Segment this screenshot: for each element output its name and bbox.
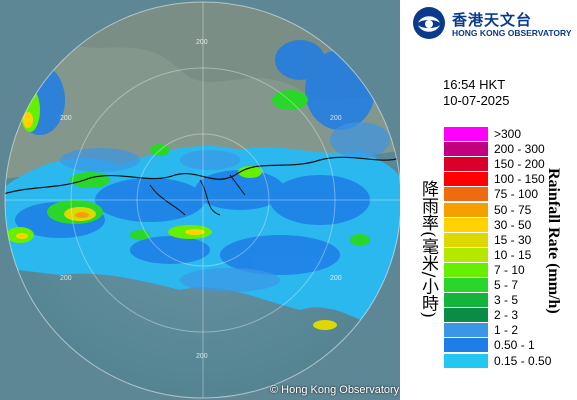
range-label: 200 — [330, 115, 342, 122]
legend-swatch — [444, 353, 488, 368]
legend-label: 30 - 50 — [494, 217, 532, 232]
legend-swatch — [444, 293, 488, 308]
legend-swatch — [444, 247, 488, 262]
legend-swatch — [444, 278, 488, 292]
rain-cells-heavy — [6, 88, 370, 330]
legend-swatch — [444, 308, 488, 323]
radar-map[interactable]: 200 200 200 200 200 200 — [0, 0, 400, 400]
hko-logo[interactable]: 香港天文台 HONG KONG OBSERVATORY — [412, 6, 572, 40]
coastline — [5, 156, 400, 196]
range-label: 200 — [196, 353, 208, 360]
legend-swatch — [444, 217, 488, 232]
legend-label: 150 - 200 — [494, 157, 545, 172]
radar-coverage: 200 200 200 200 200 200 — [5, 2, 400, 398]
legend-label: 10 - 15 — [494, 247, 532, 262]
legend-label: 75 - 100 — [494, 187, 539, 202]
legend-swatch — [444, 127, 488, 141]
legend-label: 0.15 - 0.50 — [494, 353, 552, 368]
org-name-en: HONG KONG OBSERVATORY — [452, 28, 572, 38]
legend-swatch — [444, 338, 488, 353]
org-name-cn: 香港天文台 — [452, 11, 533, 29]
legend-swatch — [444, 202, 488, 217]
legend-title-cn: 降雨率(毫米/小時) — [418, 180, 438, 318]
legend-label: 3 - 5 — [494, 293, 519, 308]
legend-label: 1 - 2 — [494, 323, 519, 338]
legend-swatch — [444, 232, 488, 247]
range-label: 200 — [330, 275, 342, 282]
range-label: 200 — [60, 115, 72, 122]
legend-label: 100 - 150 — [494, 172, 545, 187]
legend-label: 15 - 30 — [494, 232, 532, 247]
legend-label: 50 - 75 — [494, 202, 532, 217]
legend-label: 200 - 300 — [494, 142, 545, 157]
observation-time: 16:54 HKT — [443, 77, 506, 92]
legend-label: 5 - 7 — [494, 278, 519, 292]
range-label: 200 — [196, 39, 208, 46]
legend-swatch — [444, 142, 488, 157]
observation-date: 10-07-2025 — [443, 93, 510, 108]
copyright-text: © Hong Kong Observatory — [270, 384, 400, 396]
legend-swatch — [444, 323, 488, 338]
legend-label: >300 — [494, 127, 522, 141]
legend-label: 7 - 10 — [494, 262, 525, 277]
legend-swatch — [444, 157, 488, 172]
legend-title-en: Rainfall Rate (mm/h) — [545, 168, 562, 314]
hko-logo-icon — [413, 7, 445, 39]
legend-swatch — [444, 172, 488, 187]
range-rings — [5, 2, 400, 398]
rain-cells-light-speckle — [60, 122, 390, 292]
legend-swatch — [444, 262, 488, 277]
legend-label: 0.50 - 1 — [494, 338, 535, 353]
legend-swatch — [444, 187, 488, 202]
range-label: 200 — [60, 275, 72, 282]
legend-label: 2 - 3 — [494, 308, 519, 323]
legend-panel: 香港天文台 HONG KONG OBSERVATORY 16:54 HKT 10… — [400, 0, 577, 400]
